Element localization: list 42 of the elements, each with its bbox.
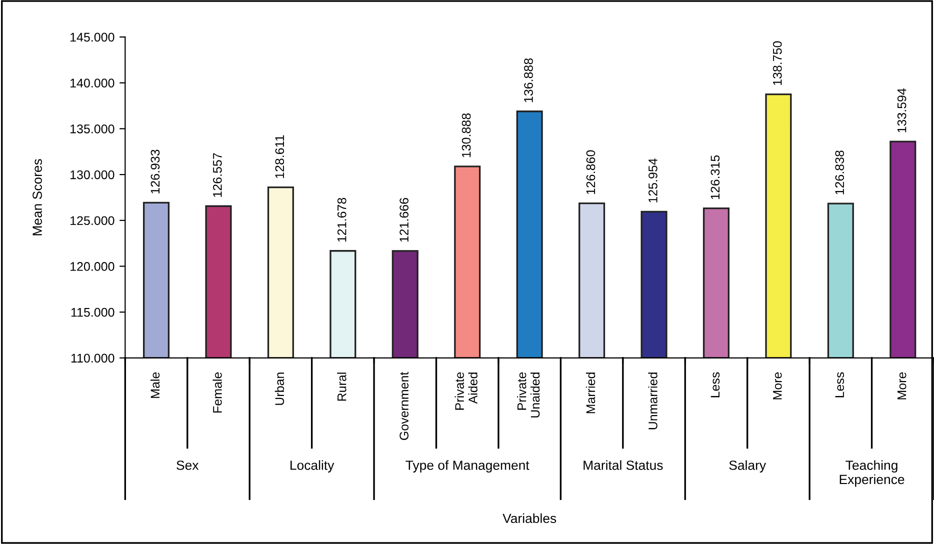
text: Salary <box>729 460 766 473</box>
x-tick-label: Rural <box>337 372 346 401</box>
x-tick-label: Government <box>400 372 408 440</box>
text: Teaching Experience <box>840 460 904 487</box>
data-label: 126.838 <box>835 150 844 194</box>
x-tick-label: Less <box>710 372 720 398</box>
data-label: 126.557 <box>212 153 222 197</box>
x-tick-label: Urban <box>274 372 284 405</box>
x-tick-label: Private Aided <box>454 372 478 410</box>
y-tick-label: 115.000 <box>71 308 114 317</box>
y-tick-label: 145.000 <box>70 32 114 42</box>
x-tick-label: Private Unaided <box>517 372 540 418</box>
y-tick-label: 135.000 <box>70 124 114 134</box>
text: Sex <box>176 460 199 470</box>
text: Locality <box>290 460 334 473</box>
data-label: 130.888 <box>462 113 471 158</box>
y-tick-label: 125.000 <box>70 216 114 226</box>
x-tick-label: More <box>773 372 782 400</box>
x-tick-label: Less <box>835 372 844 398</box>
data-label: 125.954 <box>648 158 658 202</box>
y-tick-label: 140.000 <box>70 78 114 88</box>
text: Type of Management <box>406 460 530 473</box>
data-label: 126.933 <box>150 150 160 194</box>
x-tick-label: Unmarried <box>648 372 658 430</box>
data-label: 138.750 <box>772 41 782 86</box>
y-axis-title: Mean Scores <box>32 159 42 236</box>
text: Marital Status <box>584 460 663 470</box>
data-label: 121.678 <box>337 198 346 242</box>
data-label: 133.594 <box>897 88 906 132</box>
data-label: 126.315 <box>710 155 720 200</box>
x-tick-label: Male <box>150 372 160 398</box>
x-tick-label: More <box>898 372 906 400</box>
x-tick-label: Married <box>586 372 596 414</box>
y-tick-label: 130.000 <box>70 170 114 180</box>
y-tick-label: 110.000 <box>71 354 114 363</box>
y-tick-label: 120.000 <box>70 262 114 271</box>
text: Variables <box>502 513 556 524</box>
x-tick-label: Female <box>212 372 222 412</box>
data-label: 121.666 <box>400 198 408 242</box>
data-label: 136.888 <box>524 58 533 102</box>
data-label: 128.611 <box>275 135 284 178</box>
data-label: 126.860 <box>586 150 596 194</box>
